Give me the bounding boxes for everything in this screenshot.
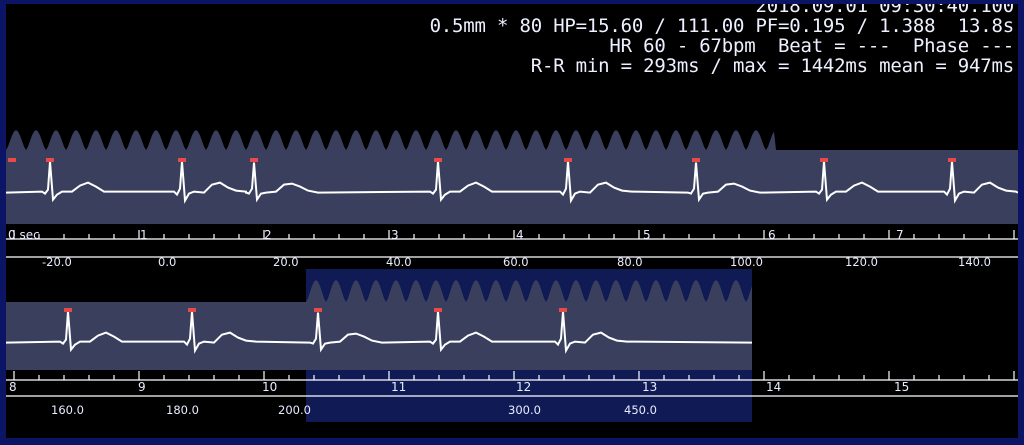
phase-label: 20.0 [273,255,299,269]
r-peak-marker[interactable] [559,308,567,312]
rr-interval-readout: R-R min = 293ms / max = 1442ms mean = 94… [530,55,1014,77]
time-label-14: 14 [766,380,782,394]
r-peak-marker[interactable] [948,158,956,162]
time-axis-ticks-strip-2 [13,371,1015,380]
pressure-band-strip-2 [6,280,752,370]
phase-label: 450.0 [624,403,657,417]
r-peak-marker[interactable] [178,158,186,162]
time-label-6: 6 [768,228,776,242]
time-label-4: 4 [516,228,524,242]
phase-label: 160.0 [51,403,84,417]
r-peak-marker[interactable] [434,308,442,312]
timestamp-readout: 2018.09.01 09:30:40.100 [755,4,1015,17]
r-peak-marker[interactable] [188,308,196,312]
time-label-3: 3 [391,228,399,242]
ecg-trace-strip-2[interactable] [6,311,753,354]
time-label-12: 12 [516,380,532,394]
phase-label: 100.0 [730,255,763,269]
r-peak-marker[interactable] [692,158,700,162]
phase-label: 300.0 [508,403,541,417]
r-peak-markers-strip-1 [8,158,956,162]
phase-label: 120.0 [845,255,878,269]
r-peak-marker[interactable] [8,158,16,162]
r-peak-marker[interactable] [46,158,54,162]
r-peak-marker[interactable] [250,158,258,162]
r-peak-marker[interactable] [64,308,72,312]
phase-label: 140.0 [958,255,991,269]
time-label-7: 7 [896,228,904,242]
time-label-15: 15 [894,380,910,394]
ecg-trace-strip-1[interactable] [6,161,1018,204]
phase-label: 40.0 [386,255,412,269]
phase-label: 200.0 [278,403,311,417]
time-label-8: 8 [9,380,17,394]
r-peak-markers-strip-2 [64,308,567,312]
time-axis-ticks-strip-1 [13,230,1015,239]
phase-label: 180.0 [166,403,199,417]
pressure-band-strip-1 [6,130,1018,224]
time-label-2: 2 [264,228,272,242]
ecg-viewer-panel: 2018.09.01 09:30:40.100 0.5mm * 80 HP=15… [6,4,1018,438]
phase-label: -20.0 [42,255,72,269]
phase-label: 60.0 [503,255,529,269]
r-peak-marker[interactable] [314,308,322,312]
phase-label: 0.0 [158,255,177,269]
scale-readout: 0.5mm * 80 HP=15.60 / 111.00 PF=0.195 / … [429,15,1015,37]
time-label-13: 13 [642,380,658,394]
r-peak-marker[interactable] [820,158,828,162]
time-label-9: 9 [138,380,146,394]
phase-label: 80.0 [617,255,643,269]
ecg-plot-area [6,130,1018,422]
r-peak-marker[interactable] [564,158,572,162]
heart-rate-readout: HR 60 - 67bpm Beat = --- Phase --- [609,35,1014,57]
time-label-1: 1 [140,228,148,242]
time-label-0: 0 sec [8,228,40,242]
r-peak-marker[interactable] [434,158,442,162]
time-label-10: 10 [262,380,278,394]
time-label-11: 11 [391,380,407,394]
time-label-5: 5 [643,228,651,242]
